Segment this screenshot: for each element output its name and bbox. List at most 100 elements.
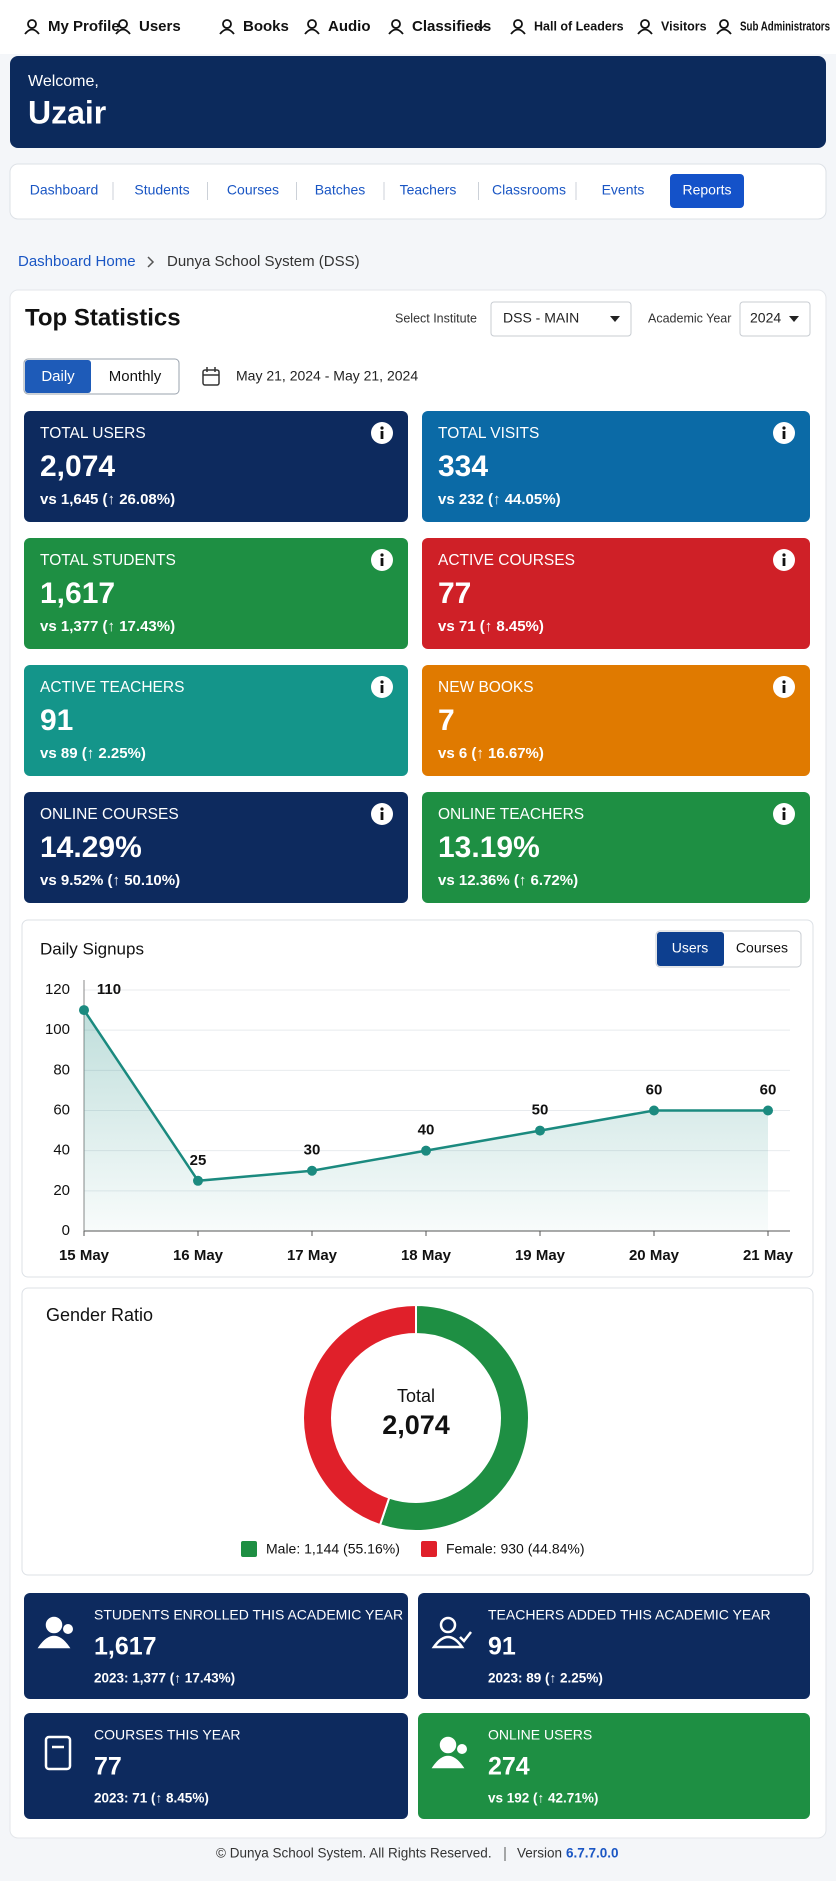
stat-compare: vs 1,645 (↑ 26.08%) xyxy=(40,491,175,508)
summary-icon xyxy=(45,1616,63,1634)
summary-compare: 2023: 1,377 (↑ 17.43%) xyxy=(94,1671,235,1686)
summary-label: TEACHERS ADDED THIS ACADEMIC YEAR xyxy=(488,1607,771,1623)
nav-icon xyxy=(24,28,40,35)
y-tick-label: 60 xyxy=(53,1101,70,1118)
point xyxy=(421,1145,431,1156)
period-button[interactable]: Monthly xyxy=(109,368,162,385)
nav-icon xyxy=(513,19,523,29)
nav-bar xyxy=(0,0,836,54)
point xyxy=(193,1175,203,1186)
summary-card xyxy=(24,1713,408,1819)
breadcrumb-home[interactable]: Dashboard Home xyxy=(18,253,136,270)
legend-swatch xyxy=(241,1541,257,1557)
info-icon xyxy=(380,553,384,557)
summary-compare: 2023: 71 (↑ 8.45%) xyxy=(94,1791,209,1806)
nav-icon xyxy=(307,19,317,29)
chart-toggle-button[interactable]: Courses xyxy=(736,940,788,956)
section-title: Top Statistics xyxy=(25,304,181,331)
x-tick-label: 21 May xyxy=(743,1247,794,1264)
summary-value: 77 xyxy=(94,1753,122,1781)
tab[interactable]: Teachers xyxy=(400,182,457,198)
nav-item[interactable]: Hall of Leaders xyxy=(534,19,624,33)
nav-icon xyxy=(222,19,232,29)
nav-item[interactable]: My Profile xyxy=(48,18,120,35)
tab[interactable]: Batches xyxy=(315,182,366,198)
stat-label: TOTAL STUDENTS xyxy=(40,552,176,569)
summary-label: COURSES THIS YEAR xyxy=(94,1727,241,1743)
data-label: 110 xyxy=(97,981,121,998)
nav-icon xyxy=(640,19,650,29)
nav-item[interactable]: Users xyxy=(139,18,181,35)
pie-center-value: 2,074 xyxy=(382,1410,450,1440)
info-icon xyxy=(380,807,384,811)
chart-toggle-active xyxy=(657,932,724,966)
x-tick-label: 15 May xyxy=(59,1247,110,1264)
y-tick-label: 20 xyxy=(53,1182,70,1199)
tab[interactable]: Classrooms xyxy=(492,182,566,198)
y-tick-label: 40 xyxy=(53,1142,70,1159)
nav-icon xyxy=(716,28,732,35)
period-button[interactable]: Daily xyxy=(41,368,75,385)
legend-label: Female: 930 (44.84%) xyxy=(446,1541,585,1557)
nav-item[interactable]: Visitors xyxy=(661,19,707,33)
x-tick-label: 20 May xyxy=(629,1247,680,1264)
data-label: 60 xyxy=(646,1081,663,1098)
stat-label: ONLINE COURSES xyxy=(40,806,179,823)
stat-label: ONLINE TEACHERS xyxy=(438,806,584,823)
summary-value: 274 xyxy=(488,1753,530,1781)
institute-select[interactable] xyxy=(490,301,632,337)
nav-chevron xyxy=(477,25,485,30)
y-tick-label: 120 xyxy=(45,981,70,998)
tab[interactable]: Students xyxy=(134,182,189,198)
data-label: 50 xyxy=(532,1102,549,1119)
pie-slice xyxy=(378,1303,530,1532)
stat-label: ACTIVE TEACHERS xyxy=(40,679,184,696)
nav-icon xyxy=(388,28,404,35)
institute-label: Select Institute xyxy=(395,311,477,325)
summary-icon xyxy=(457,1744,467,1754)
stat-compare: vs 1,377 (↑ 17.43%) xyxy=(40,618,175,635)
welcome-name: Uzair xyxy=(28,94,106,130)
summary-icon xyxy=(459,1631,472,1643)
nav-item[interactable]: Sub Administrators xyxy=(740,19,830,33)
nav-item[interactable]: Classifieds xyxy=(412,18,491,35)
nav-icon xyxy=(391,19,401,29)
institute-value: DSS - MAIN xyxy=(503,310,579,326)
welcome-greeting: Welcome, xyxy=(28,73,99,90)
chart-toggle-button[interactable]: Users xyxy=(672,940,709,956)
footer-version-label: Version xyxy=(517,1846,562,1861)
x-tick-label: 18 May xyxy=(401,1247,452,1264)
tab[interactable]: Courses xyxy=(227,182,279,198)
y-tick-label: 80 xyxy=(53,1061,70,1078)
summary-icon xyxy=(63,1624,73,1634)
tab[interactable]: Events xyxy=(602,182,645,198)
nav-icon xyxy=(719,19,729,29)
info-icon xyxy=(380,426,384,430)
nav-item[interactable]: Audio xyxy=(328,18,371,35)
info-icon xyxy=(782,685,786,693)
summary-icon xyxy=(439,1736,457,1754)
summary-icon xyxy=(439,1616,457,1634)
footer-copyright: © Dunya School System. All Rights Reserv… xyxy=(216,1846,492,1861)
data-label: 40 xyxy=(418,1122,435,1139)
year-select[interactable] xyxy=(739,301,811,337)
tab-active xyxy=(670,174,744,208)
year-label: Academic Year xyxy=(648,311,731,325)
stat-label: TOTAL VISITS xyxy=(438,425,539,442)
stat-compare: vs 71 (↑ 8.45%) xyxy=(438,618,544,635)
stat-label: NEW BOOKS xyxy=(438,679,534,696)
info-icon xyxy=(782,553,786,557)
tab[interactable]: Dashboard xyxy=(30,182,99,198)
stat-label: ACTIVE COURSES xyxy=(438,552,575,569)
summary-value: 91 xyxy=(488,1633,516,1661)
tab[interactable]: Reports xyxy=(682,182,731,198)
breadcrumb-chevron xyxy=(147,256,155,268)
stat-compare: vs 232 (↑ 44.05%) xyxy=(438,491,561,508)
stat-card xyxy=(422,538,810,649)
pie-slice xyxy=(302,1303,417,1527)
nav-item[interactable]: Books xyxy=(243,18,289,35)
calendar-icon xyxy=(202,367,220,386)
stat-compare: vs 6 (↑ 16.67%) xyxy=(438,745,544,762)
year-value: 2024 xyxy=(750,310,781,326)
